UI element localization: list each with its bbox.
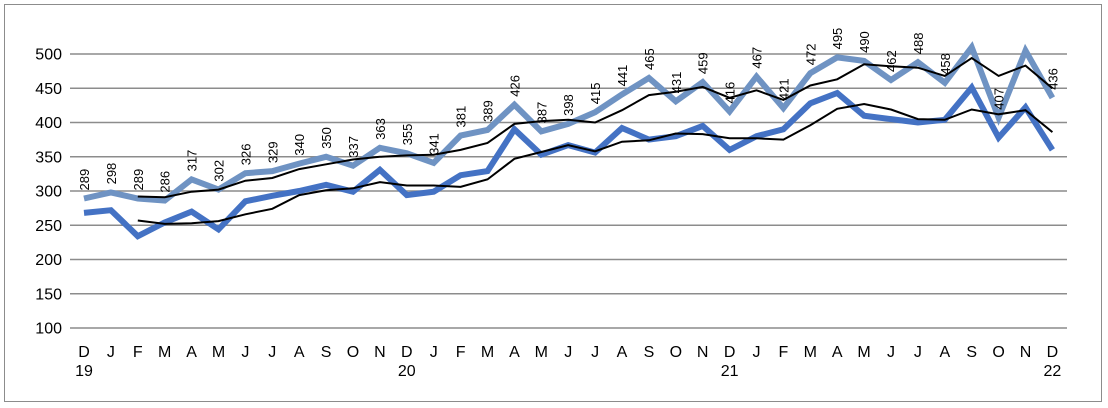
data-label: 488 [911,32,926,54]
x-tick-label: D [401,344,413,361]
x-tick-label: J [887,344,895,361]
x-tick-label: D [78,344,90,361]
x-year-label: 21 [721,363,739,380]
x-year-label: 20 [398,363,416,380]
data-label: 467 [750,47,765,69]
x-tick-label: O [670,344,682,361]
x-tick-label: O [347,344,359,361]
data-label: 341 [427,133,442,155]
data-label: 431 [669,72,684,94]
y-tick-label: 350 [35,149,62,166]
data-label: 329 [265,141,280,163]
data-label: 350 [319,127,334,149]
data-label: 421 [776,78,791,100]
data-label: 355 [400,124,415,146]
x-tick-label: N [1020,344,1032,361]
x-tick-label: S [966,344,977,361]
data-label: 458 [938,53,953,75]
x-tick-label: F [456,344,466,361]
data-label: 289 [131,169,146,191]
x-tick-label: N [374,344,386,361]
y-tick-label: 300 [35,184,62,201]
x-tick-label: J [591,344,599,361]
y-tick-label: 100 [35,321,62,338]
y-tick-label: 150 [35,286,62,303]
data-label: 436 [1045,68,1060,90]
y-tick-label: 450 [35,81,62,98]
x-axis: D J F M A M J J A S O N D J F M A M J J A S O N D J F M A M J J A S O N D19 2… [75,344,1061,380]
x-tick-label: A [939,344,950,361]
x-tick-label: M [481,344,494,361]
series-line-4 [137,102,1054,225]
x-year-label: 22 [1044,363,1062,380]
y-axis: 100 150 200 250 300 350 400 450 500 [35,47,62,338]
x-tick-label: J [564,344,572,361]
x-tick-label: A [509,344,520,361]
series-line-1 [83,41,1056,204]
x-tick-label: J [241,344,249,361]
data-label: 317 [185,150,200,172]
data-label: 490 [857,31,872,53]
x-tick-label: S [644,344,655,361]
x-tick-label: N [697,344,709,361]
x-tick-label: J [914,344,922,361]
data-label: 302 [212,160,227,182]
data-label: 465 [642,48,657,70]
x-year-label: 19 [75,363,93,380]
x-tick-label: M [158,344,171,361]
x-tick-label: M [212,344,225,361]
data-label: 289 [77,169,92,191]
x-tick-label: J [107,344,115,361]
data-label: 415 [588,82,603,104]
data-label: 326 [238,143,253,165]
x-tick-label: J [268,344,276,361]
data-label: 298 [104,163,119,185]
x-tick-label: M [535,344,548,361]
data-label: 462 [884,50,899,72]
data-label: 459 [696,52,711,74]
x-tick-label: O [992,344,1004,361]
y-tick-label: 250 [35,218,62,235]
gridlines [70,53,1067,329]
data-label: 472 [803,43,818,65]
data-label: 441 [615,65,630,87]
x-tick-label: A [186,344,197,361]
y-tick-label: 200 [35,252,62,269]
x-tick-label: D [1047,344,1059,361]
x-tick-label: F [779,344,789,361]
data-label: 416 [723,82,738,104]
x-tick-label: A [617,344,628,361]
data-label: 387 [534,102,549,124]
x-tick-label: F [133,344,143,361]
x-tick-label: D [724,344,736,361]
y-tick-label: 400 [35,115,62,132]
series-line-3 [137,56,1054,199]
x-tick-label: J [430,344,438,361]
data-label: 381 [454,106,469,128]
data-label: 389 [481,100,496,122]
series-lines [83,41,1056,240]
y-tick-label: 500 [35,47,62,64]
data-label: 340 [292,134,307,156]
x-tick-label: A [832,344,843,361]
data-label: 426 [507,75,522,97]
x-tick-label: S [321,344,332,361]
x-tick-label: M [857,344,870,361]
data-label: 363 [373,118,388,140]
x-tick-label: A [294,344,305,361]
x-tick-label: J [753,344,761,361]
chart-frame [4,4,1102,402]
data-label: 286 [158,171,173,193]
data-label: 398 [561,94,576,116]
data-labels: 289 298 289 286 317 302 326 329 340 350 337 363 355 3… [77,28,1060,193]
data-label: 407 [992,88,1007,110]
x-tick-label: M [804,344,817,361]
data-label: 495 [830,28,845,50]
data-label: 337 [346,136,361,158]
